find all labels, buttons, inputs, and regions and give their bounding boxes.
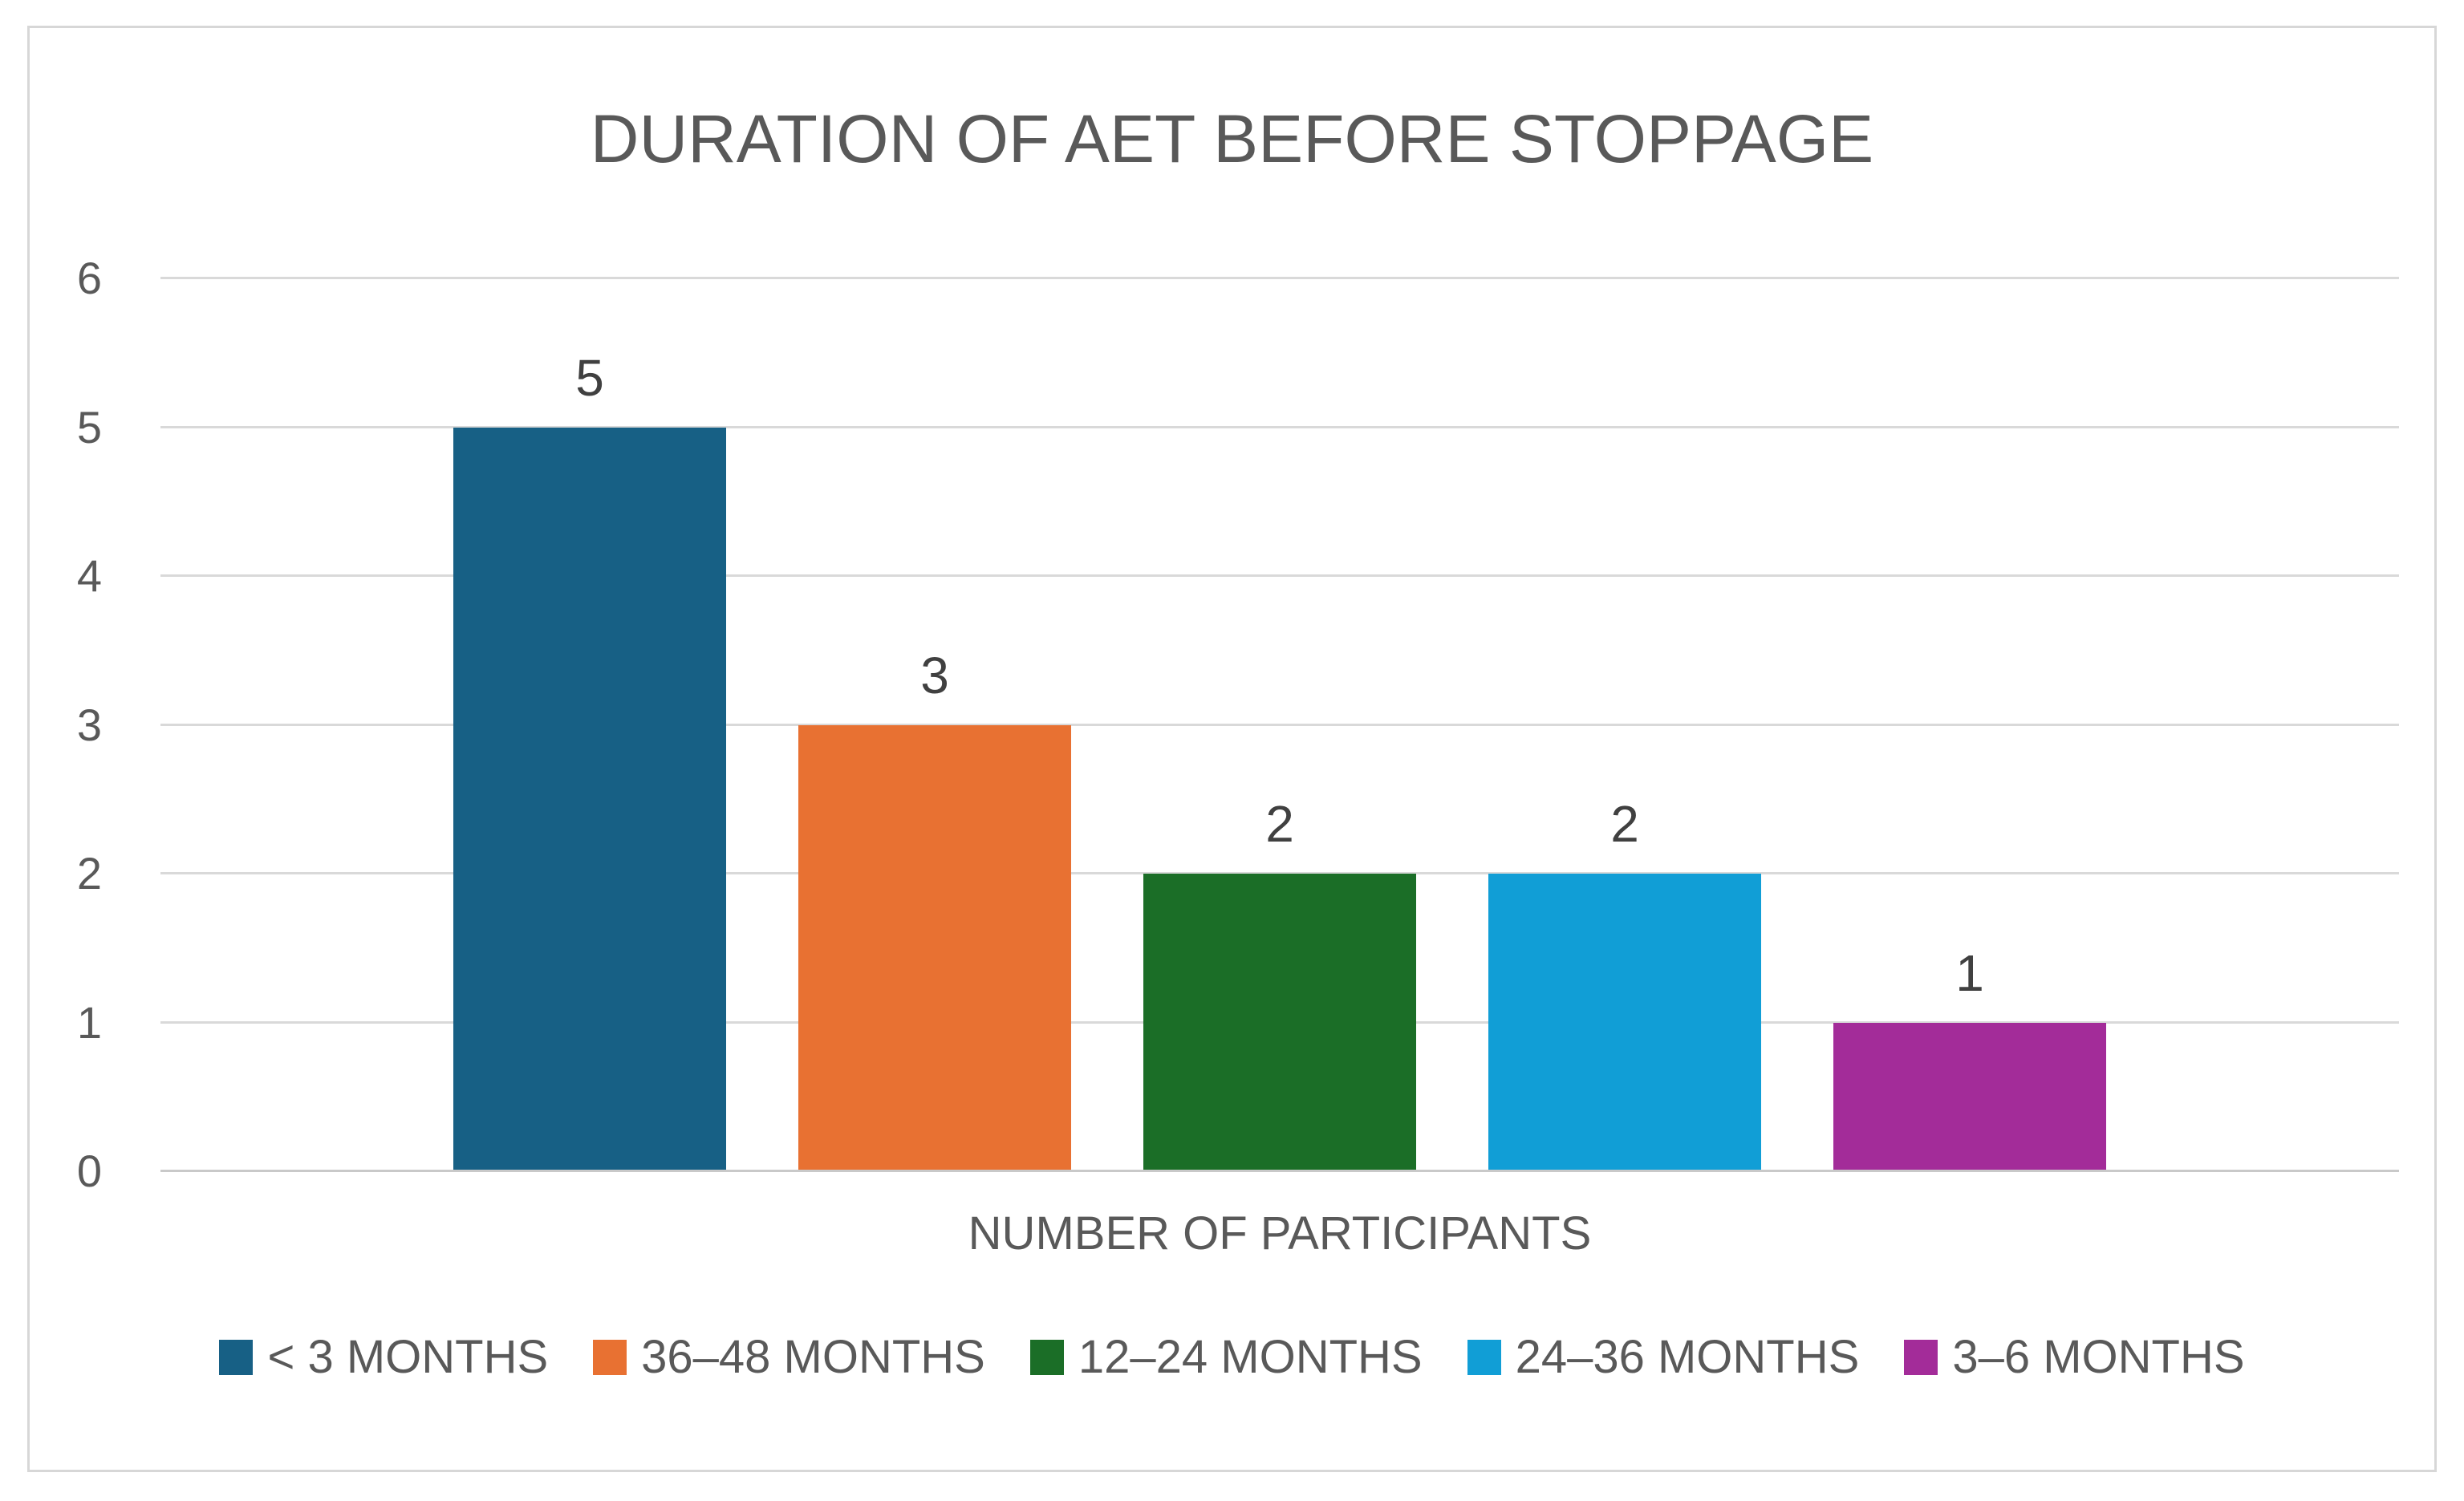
x-axis-baseline	[160, 1170, 2399, 1172]
legend-label: < 3 MONTHS	[267, 1331, 549, 1383]
y-tick-label: 6	[76, 253, 102, 303]
chart-title: DURATION OF AET BEFORE STOPPAGE	[590, 101, 1874, 176]
bar	[798, 724, 1071, 1171]
bars-container: 5 3 2 2 1	[160, 278, 2399, 1171]
legend-swatch	[1467, 1340, 1501, 1375]
y-tick-label: 3	[76, 699, 102, 750]
y-axis: 0 1 2 3 4 5 6	[30, 256, 126, 1194]
legend-label: 24–36 MONTHS	[1515, 1331, 1860, 1383]
bar-column: 1	[1833, 278, 2106, 1171]
legend-swatch	[219, 1340, 254, 1375]
bar-value-label: 3	[920, 646, 949, 704]
legend-item: 12–24 MONTHS	[1029, 1331, 1423, 1383]
bar-value-label: 2	[1610, 795, 1639, 853]
legend-swatch	[1029, 1340, 1064, 1375]
y-tick-label: 1	[76, 996, 102, 1048]
bar-value-label: 5	[575, 348, 604, 407]
legend-item: 3–6 MONTHS	[1904, 1331, 2245, 1383]
plot-area: 5 3 2 2 1	[160, 277, 2399, 1172]
bar-column: 5	[453, 278, 726, 1171]
gridline	[160, 277, 2399, 279]
legend-label: 12–24 MONTHS	[1078, 1331, 1423, 1383]
legend-swatch	[1904, 1340, 1938, 1375]
bar	[453, 427, 726, 1171]
legend-item: 36–48 MONTHS	[593, 1334, 985, 1381]
legend-label: 3–6 MONTHS	[1952, 1331, 2245, 1383]
bar-column: 2	[1143, 278, 1416, 1171]
bar-value-label: 2	[1265, 795, 1294, 853]
x-axis-title: NUMBER OF PARTICIPANTS	[968, 1207, 1592, 1260]
legend-swatch	[593, 1340, 627, 1375]
y-tick-label: 4	[76, 550, 102, 601]
bar-column: 2	[1488, 278, 1761, 1171]
gridline	[160, 425, 2399, 428]
gridline	[160, 574, 2399, 578]
bar	[1143, 874, 1416, 1171]
legend-item: < 3 MONTHS	[219, 1334, 548, 1381]
bar	[1833, 1022, 2106, 1171]
legend-label: 36–48 MONTHS	[641, 1331, 985, 1383]
gridline	[160, 872, 2399, 875]
bar-value-label: 1	[1955, 943, 1984, 1002]
y-tick-label: 5	[76, 401, 102, 452]
y-tick-label: 0	[76, 1146, 102, 1196]
legend: < 3 MONTHS 36–48 MONTHS 12–24 MONTHS 24–36 …	[30, 1334, 2434, 1381]
bar	[1488, 874, 1761, 1171]
y-tick-label: 2	[76, 848, 102, 899]
legend-item: 24–36 MONTHS	[1467, 1331, 1860, 1383]
gridline	[160, 723, 2399, 726]
bar-column: 3	[798, 278, 1071, 1171]
